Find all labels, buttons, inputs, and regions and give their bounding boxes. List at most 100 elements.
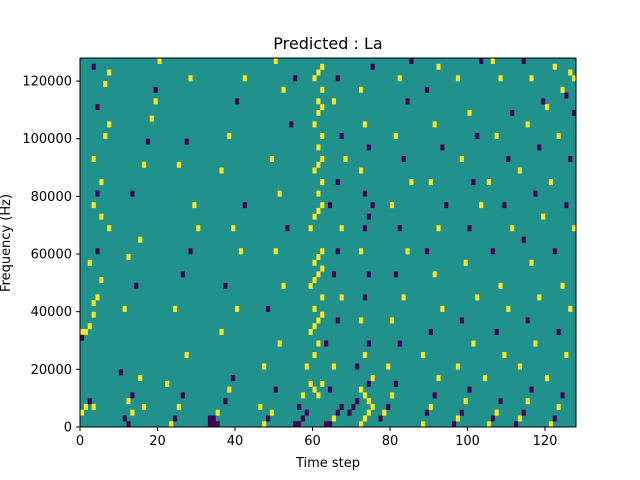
heatmap-cell [370, 375, 375, 382]
heatmap-cell [572, 109, 577, 116]
heatmap-cell [432, 392, 437, 399]
heatmap-cell [173, 305, 178, 312]
heatmap-cell [99, 213, 104, 220]
heatmap-cell [517, 167, 522, 174]
heatmap-cell [320, 86, 325, 93]
heatmap-cell [320, 132, 325, 139]
heatmap-cell [545, 104, 550, 111]
heatmap-cell [370, 403, 375, 410]
heatmap-cell [331, 415, 336, 422]
heatmap-cell [370, 63, 375, 70]
heatmap-cell [471, 340, 476, 347]
heatmap-cell [335, 248, 340, 255]
heatmap-cell [312, 305, 317, 312]
heatmap-cell [362, 121, 367, 128]
heatmap-cell [91, 311, 96, 318]
heatmap-cell [219, 328, 224, 335]
heatmap-cell [564, 202, 569, 209]
heatmap-cell [351, 403, 356, 410]
chart-title: Predicted : La [273, 34, 382, 53]
heatmap-cell [316, 207, 321, 214]
heatmap-cell [316, 144, 321, 151]
heatmap-cell [80, 409, 85, 416]
heatmap-cell [184, 138, 189, 145]
heatmap-cell [83, 403, 88, 410]
heatmap-cell [572, 75, 577, 82]
heatmap-cell [424, 409, 429, 416]
heatmap-cell [359, 421, 364, 428]
heatmap-cell [281, 282, 286, 289]
y-tick-label: 0 [64, 421, 72, 436]
heatmap-cell [145, 138, 150, 145]
heatmap-cell [95, 294, 100, 301]
heatmap-cell [176, 403, 181, 410]
heatmap-cell [231, 225, 236, 232]
x-tick-label: 40 [227, 434, 244, 449]
x-tick-label: 80 [382, 434, 399, 449]
heatmap-cell [126, 421, 131, 428]
x-axis-label: Time step [295, 456, 360, 471]
heatmap-cell [95, 104, 100, 111]
heatmap-cell [397, 340, 402, 347]
heatmap-cell [386, 363, 391, 370]
heatmap-cell [173, 415, 178, 422]
heatmap-cell [432, 121, 437, 128]
heatmap-cell [242, 202, 247, 209]
heatmap-cell [510, 109, 515, 116]
heatmap-cell [122, 415, 127, 422]
heatmap-cell [359, 386, 364, 393]
heatmap-cell [494, 132, 499, 139]
heatmap-cell [235, 98, 240, 105]
heatmap-cell [479, 202, 484, 209]
heatmap-cell [207, 421, 212, 428]
heatmap-cell [521, 409, 526, 416]
heatmap-cell [312, 75, 317, 82]
heatmap-cell [560, 282, 565, 289]
heatmap-cell [525, 317, 530, 324]
heatmap-cell [490, 58, 495, 64]
heatmap-cell [467, 386, 472, 393]
heatmap-cell [130, 392, 135, 399]
heatmap-cell [444, 202, 449, 209]
heatmap-cell [386, 403, 391, 410]
heatmap-cell [126, 254, 131, 260]
heatmap-cell [316, 98, 321, 105]
heatmap-cell [486, 421, 491, 428]
heatmap-cell [393, 271, 398, 278]
heatmap-cell [390, 317, 395, 324]
heatmap-cell [180, 271, 185, 278]
heatmap-cell [355, 363, 360, 370]
heatmap-cell [355, 398, 360, 405]
heatmap-cell [347, 409, 352, 416]
heatmap-cell [320, 104, 325, 111]
heatmap-cell [548, 421, 553, 428]
heatmap-cell [359, 248, 364, 255]
heatmap-cell [455, 415, 460, 422]
heatmap-cell [362, 225, 367, 232]
heatmap-cell [552, 415, 557, 422]
heatmap-cell [320, 156, 325, 162]
heatmap-cell [266, 305, 271, 312]
heatmap-cell [393, 380, 398, 387]
heatmap-cell [320, 202, 325, 209]
heatmap-cell [382, 409, 387, 416]
heatmap-cell [157, 58, 162, 64]
heatmap-cell [316, 161, 321, 168]
heatmap-cells [80, 58, 577, 428]
heatmap-cell [331, 271, 336, 278]
heatmap-cell [312, 259, 317, 266]
heatmap-cell [91, 202, 96, 209]
heatmap-cell [169, 421, 174, 428]
heatmap-cell [126, 398, 131, 405]
heatmap-cell [498, 282, 503, 289]
heatmap-cell [359, 317, 364, 324]
heatmap-cell [424, 86, 429, 93]
heatmap-cell [91, 156, 96, 162]
heatmap-cell [390, 392, 395, 399]
heatmap-cell [312, 352, 317, 359]
heatmap-cell [475, 294, 480, 301]
heatmap-cell [436, 225, 441, 232]
heatmap-cell [324, 421, 329, 428]
heatmap-cell [467, 109, 472, 116]
